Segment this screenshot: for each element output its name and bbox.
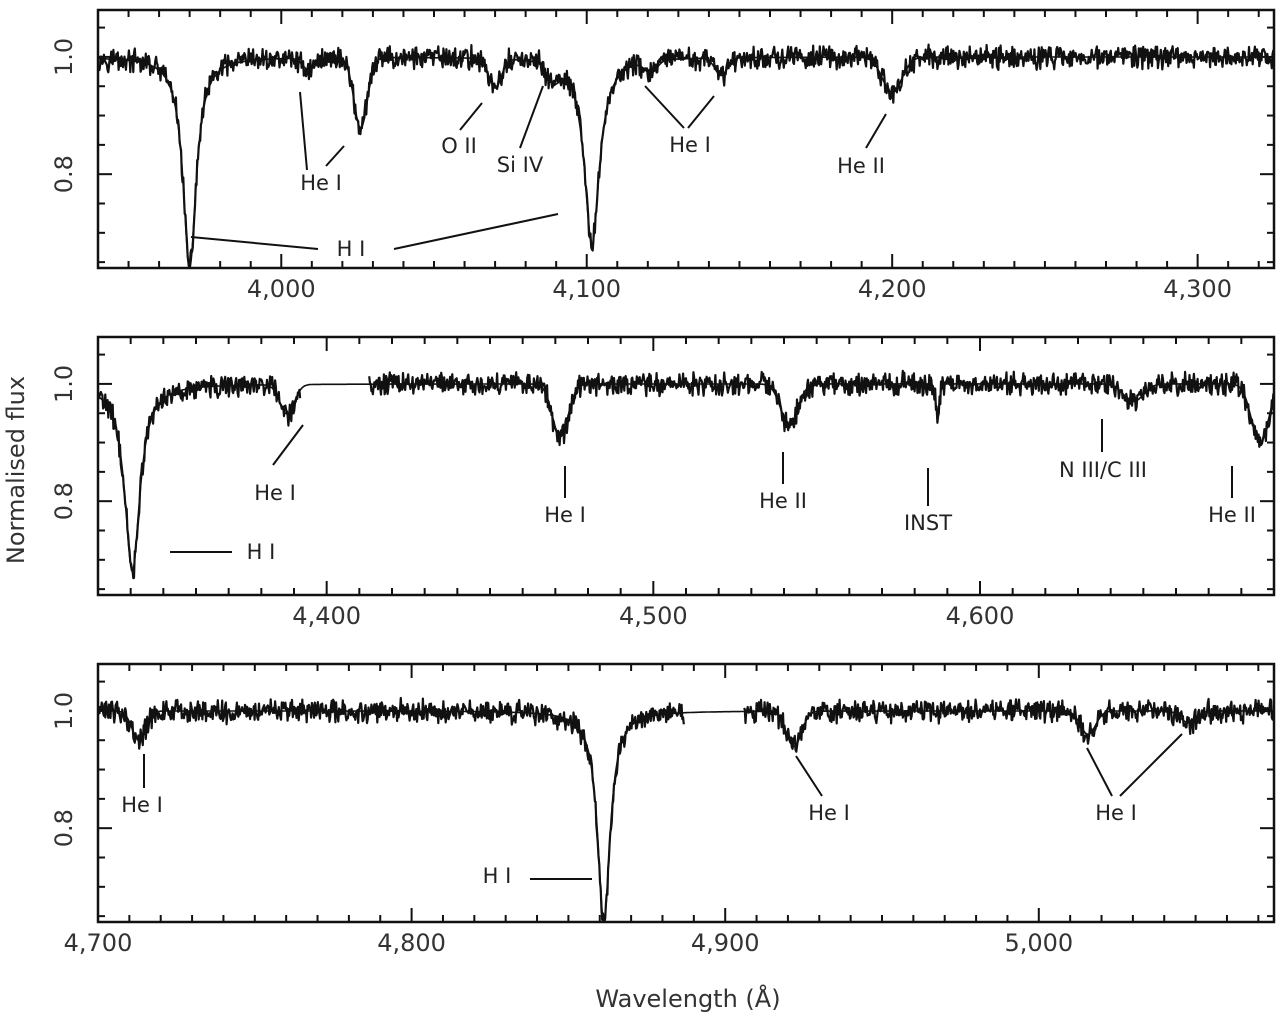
y-tick-label: 0.8	[50, 482, 78, 520]
x-tick-label: 4,600	[946, 602, 1015, 630]
label-he1-4388: He I	[254, 481, 296, 505]
label-h1-4340: H I	[247, 540, 276, 564]
x-tick-label: 4,000	[247, 275, 316, 303]
pointer-he1-4144	[687, 95, 715, 129]
y-tick-label: 0.8	[50, 155, 78, 193]
x-tick-label: 4,200	[858, 275, 927, 303]
label-inst: INST	[904, 511, 952, 535]
label-h1-4861: H I	[483, 864, 512, 888]
x-axis-title: Wavelength (Å)	[595, 984, 780, 1013]
label-he2-4200: He II	[837, 154, 885, 178]
panel-2-data	[98, 369, 1274, 580]
label-he2-4542: He II	[759, 489, 807, 513]
panel-1-data	[98, 43, 1274, 268]
x-tick-label: 4,100	[552, 275, 621, 303]
pointer-he1-4388	[272, 424, 304, 466]
label-he1-4922: He I	[808, 801, 850, 825]
y-tick-label: 1.0	[50, 692, 78, 730]
panel-3-frame	[96, 662, 1276, 924]
panel-3-data	[98, 696, 1274, 922]
pointer-si4	[519, 85, 544, 149]
panel-2-axes: 4,400 4,500 4,600 0.8 1.0	[50, 337, 1275, 630]
y-tick-label: 1.0	[50, 38, 78, 76]
label-he1-4121-4144: He I	[669, 133, 711, 157]
y-axis-title: Normalised flux	[2, 376, 30, 564]
pointer-he1-4009	[299, 91, 308, 171]
pointer-h1-3970	[190, 236, 319, 250]
x-tick-label: 5,000	[1004, 929, 1073, 957]
model-spectrum	[98, 56, 1274, 268]
panel-3-annotations: He I H I He I He I	[121, 733, 1183, 888]
pointer-he1-4121	[644, 85, 685, 129]
x-tick-label: 4,700	[64, 929, 133, 957]
panel-2-annotations: He I H I He I He II INST N III/C III He …	[170, 419, 1256, 564]
observed-spectrum	[98, 43, 1274, 268]
panel-1-annotations: H I He I O II Si IV He I He II	[190, 85, 887, 261]
panel-3: 4,700 4,800 4,900 5,000 0.8 1.0 He I H I He I…	[50, 662, 1276, 957]
pointer-he1-5016	[1086, 747, 1113, 797]
pointer-he2-4200	[865, 113, 887, 149]
panel-3-axes: 4,700 4,800 4,900 5,000 0.8 1.0	[50, 664, 1274, 957]
label-o2: O II	[441, 134, 477, 158]
observed-spectrum	[98, 696, 1274, 922]
panel-1-frame	[96, 8, 1276, 270]
pointer-he1-5048	[1119, 733, 1183, 797]
pointer-h1-4102	[393, 213, 559, 250]
label-he1-4713: He I	[121, 793, 163, 817]
label-si4: Si IV	[497, 153, 544, 177]
label-he1-4471: He I	[544, 503, 586, 527]
pointer-he1-4026	[325, 145, 345, 167]
panel-1-axes: 4,000 4,100 4,200 4,300 0.8 1.0	[50, 10, 1274, 303]
pointer-o2	[459, 102, 483, 131]
y-tick-label: 0.8	[50, 809, 78, 847]
panel-2: 4,400 4,500 4,600 0.8 1.0 He I H I He I He I…	[50, 335, 1276, 630]
x-tick-label: 4,900	[691, 929, 760, 957]
x-tick-label: 4,300	[1163, 275, 1232, 303]
y-tick-label: 1.0	[50, 365, 78, 403]
x-tick-label: 4,400	[292, 602, 361, 630]
label-he2-4686: He II	[1208, 503, 1256, 527]
label-he1-4009-4026: He I	[300, 171, 342, 195]
label-n3-c3: N III/C III	[1059, 458, 1147, 482]
label-h1-3970-4102: H I	[337, 237, 366, 261]
x-tick-label: 4,500	[619, 602, 688, 630]
observed-spectrum	[98, 369, 1274, 580]
panel-1: 4,000 4,100 4,200 4,300 0.8 1.0 H I He I O II…	[50, 8, 1276, 303]
pointer-he1-4922	[795, 755, 823, 797]
x-tick-label: 4,800	[377, 929, 446, 957]
label-he1-5016-5048: He I	[1095, 801, 1137, 825]
